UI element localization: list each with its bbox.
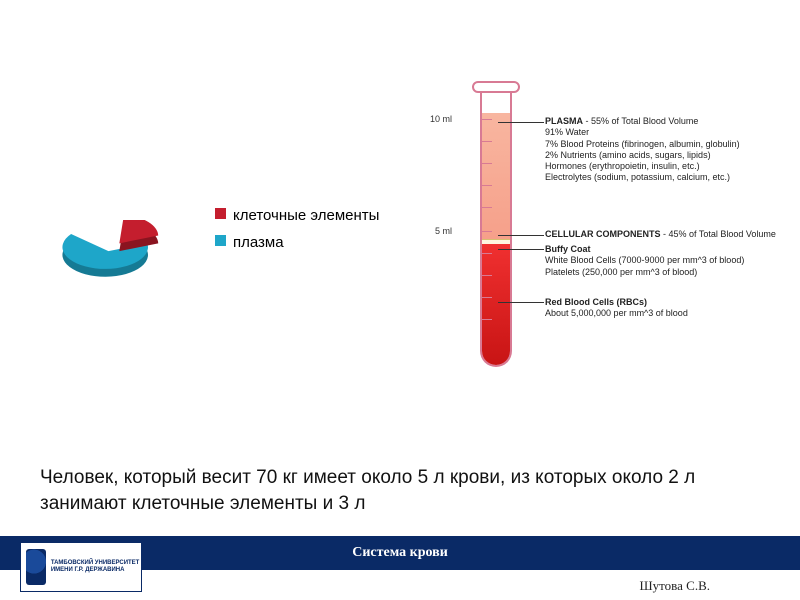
annot-buffy: Buffy Coat White Blood Cells (7000-9000 … xyxy=(545,244,744,278)
annot-plasma-l4: Electrolytes (sodium, potassium, calcium… xyxy=(545,172,730,182)
annot-plasma-l1: 7% Blood Proteins (fibrinogen, albumin, … xyxy=(545,139,740,149)
pie-svg xyxy=(40,220,180,290)
layer-plasma xyxy=(482,113,510,239)
graduation xyxy=(482,253,492,254)
annot-rbc: Red Blood Cells (RBCs) About 5,000,000 p… xyxy=(545,297,688,320)
annot-plasma-suffix: - 55% of Total Blood Volume xyxy=(583,116,698,126)
annot-rbc-l0: About 5,000,000 per mm^3 of blood xyxy=(545,308,688,318)
annot-plasma-l2: 2% Nutrients (amino acids, sugars, lipid… xyxy=(545,150,711,160)
author-name: Шутова С.В. xyxy=(640,578,710,594)
leader-buffy xyxy=(498,249,544,250)
footer-title: Система крови xyxy=(352,545,448,560)
logo-text: ТАМБОВСКИЙ УНИВЕРСИТЕТ ИМЕНИ Г.Р. ДЕРЖАВ… xyxy=(51,560,141,573)
logo-emblem-icon xyxy=(26,549,46,585)
tube-body xyxy=(480,85,512,367)
legend-row-plasma: плазма xyxy=(215,232,379,255)
layer-rbc xyxy=(482,244,510,365)
annot-cellular: CELLULAR COMPONENTS - 45% of Total Blood… xyxy=(545,229,776,240)
graduation xyxy=(482,207,492,208)
graduation-label-10ml: 10 ml xyxy=(430,114,452,124)
annot-buffy-l0: White Blood Cells (7000-9000 per mm^3 of… xyxy=(545,255,744,265)
legend-swatch-cells xyxy=(215,208,226,219)
annot-buffy-title: Buffy Coat xyxy=(545,244,591,254)
annot-plasma-title: PLASMA xyxy=(545,116,583,126)
legend-row-cells: клеточные элементы xyxy=(215,205,379,228)
pie-chart xyxy=(40,200,200,310)
annot-cellular-suffix: - 45% of Total Blood Volume xyxy=(661,229,776,239)
graduation xyxy=(482,297,492,298)
slide-root: клеточные элементы плазма 10 ml 5 ml xyxy=(0,0,800,600)
graduation xyxy=(482,231,492,232)
graduation xyxy=(482,275,492,276)
pie-legend: клеточные элементы плазма xyxy=(215,205,379,258)
graduation xyxy=(482,185,492,186)
annot-cellular-title: CELLULAR COMPONENTS xyxy=(545,229,661,239)
annot-plasma: PLASMA - 55% of Total Blood Volume 91% W… xyxy=(545,116,740,184)
graduation xyxy=(482,319,492,320)
university-logo: ТАМБОВСКИЙ УНИВЕРСИТЕТ ИМЕНИ Г.Р. ДЕРЖАВ… xyxy=(20,542,142,592)
annot-plasma-l0: 91% Water xyxy=(545,127,589,137)
leader-rbc xyxy=(498,302,544,303)
legend-label-plasma: плазма xyxy=(233,232,284,255)
annot-rbc-title: Red Blood Cells (RBCs) xyxy=(545,297,647,307)
legend-label-cells: клеточные элементы xyxy=(233,205,379,228)
leader-cellular xyxy=(498,235,544,236)
annot-plasma-l3: Hormones (erythropoietin, insulin, etc.) xyxy=(545,161,700,171)
annot-buffy-l1: Platelets (250,000 per mm^3 of blood) xyxy=(545,267,697,277)
legend-swatch-plasma xyxy=(215,235,226,246)
tube-lip xyxy=(472,81,520,93)
graduation xyxy=(482,163,492,164)
graduation xyxy=(482,141,492,142)
graduation-label-5ml: 5 ml xyxy=(435,226,452,236)
leader-plasma xyxy=(498,122,544,123)
caption-text: Человек, который весит 70 кг имеет около… xyxy=(40,465,760,516)
graduation xyxy=(482,119,492,120)
